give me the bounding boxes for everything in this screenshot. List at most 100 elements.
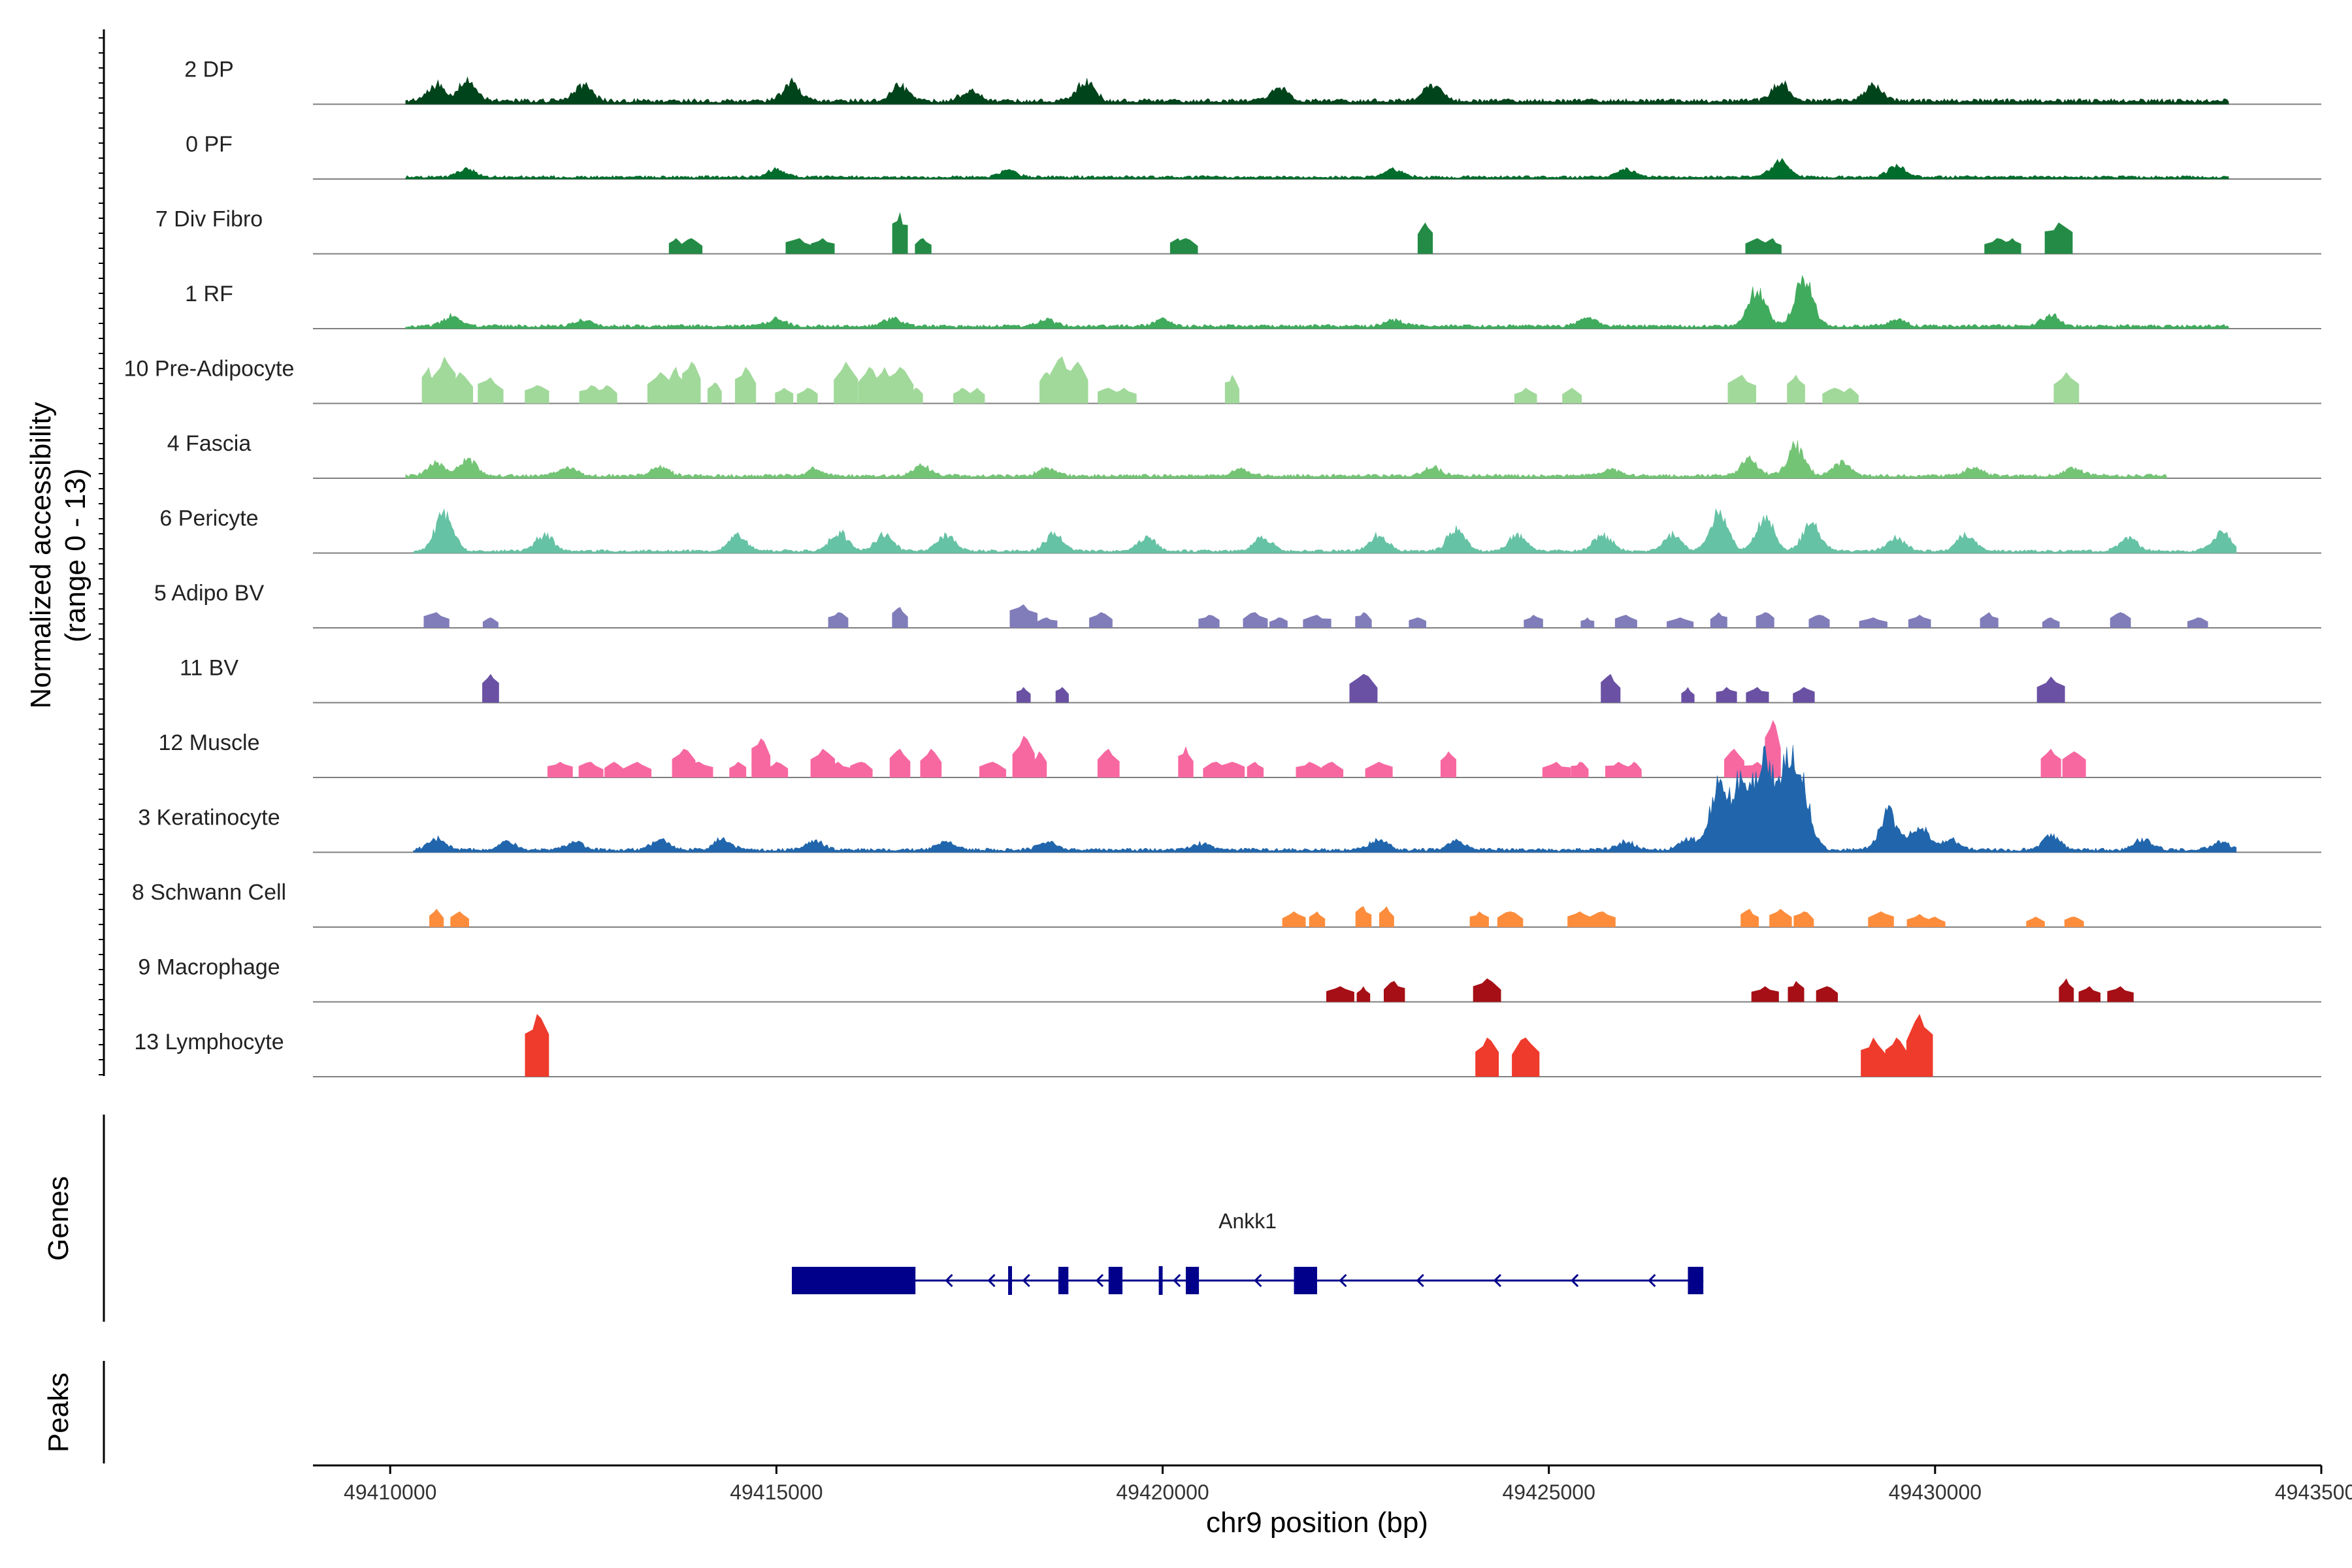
gene-strand-arrow — [1571, 1273, 1579, 1288]
coverage-peak — [1282, 911, 1306, 927]
coverage-peak — [1716, 687, 1737, 703]
coverage-peak — [1614, 615, 1637, 628]
x-tick-label: 49430000 — [1889, 1480, 1982, 1504]
coverage-peak — [1562, 387, 1582, 404]
coverage-peak — [1667, 617, 1694, 628]
coverage-peak — [764, 762, 789, 777]
coverage-peak — [668, 367, 684, 404]
coverage-peak — [1349, 674, 1378, 703]
coverage-peak — [2107, 986, 2134, 1002]
coverage-peak — [1751, 986, 1779, 1002]
coverage-peak — [1764, 238, 1782, 254]
coverage-peak — [1178, 746, 1194, 777]
coverage-peak — [1625, 762, 1642, 777]
coverage-peak — [1769, 909, 1792, 927]
coverage-peak — [1089, 612, 1113, 628]
coverage-peak — [2026, 917, 2045, 927]
track-label: 11 BV — [180, 656, 238, 681]
coverage-peak — [1567, 911, 1592, 927]
coverage-peak — [2003, 238, 2021, 254]
coverage-peak — [811, 238, 835, 254]
track-label: 8 Schwann Cell — [132, 880, 286, 905]
gene-strand-arrow — [1648, 1273, 1656, 1288]
coverage-peak — [1710, 612, 1727, 628]
coverage-peak — [1365, 762, 1393, 777]
coverage-peak — [1309, 911, 1326, 927]
coverage-peak — [1980, 612, 1999, 628]
track-label: 1 RF — [185, 282, 233, 306]
track-label: 2 DP — [184, 57, 234, 82]
coverage-peak — [979, 762, 1006, 777]
coverage-peak — [1473, 978, 1501, 1002]
gene-exon — [1158, 1266, 1163, 1295]
coverage-peak — [682, 361, 701, 404]
coverage-peak — [735, 367, 757, 404]
coverage-peak — [907, 387, 923, 404]
coverage-peak — [1861, 1037, 1886, 1077]
coverage-peak — [2059, 978, 2074, 1002]
coverage-peak — [1417, 222, 1433, 254]
coverage-peak — [729, 762, 747, 777]
coverage-peak — [1885, 1037, 1908, 1077]
coverage-peak — [2064, 917, 2084, 927]
coverage-peak — [2040, 749, 2061, 777]
coverage-peak — [1247, 762, 1264, 777]
coverage-peak — [1724, 749, 1744, 777]
coverage-peak — [824, 762, 853, 777]
gene-exon — [1008, 1266, 1012, 1295]
coverage-peak — [785, 238, 814, 254]
coverage-peak — [2078, 986, 2100, 1002]
coverage-peak — [1067, 361, 1088, 404]
track-label: 9 Macrophage — [138, 955, 280, 980]
coverage-peak — [1524, 615, 1543, 628]
coverage-peak — [680, 238, 703, 254]
gene-strand-arrow — [987, 1273, 996, 1288]
coverage-peak — [1601, 674, 1621, 703]
gene-model-ankk1 — [792, 1266, 1704, 1295]
coverage-peak — [604, 762, 624, 777]
coverage-peak — [858, 367, 880, 404]
coverage-y-axis-ticks — [99, 37, 104, 1075]
coverage-peak — [1859, 617, 1887, 628]
coverage-peak — [2053, 372, 2080, 404]
coverage-peak — [1822, 387, 1847, 404]
coverage-peak — [1765, 720, 1781, 777]
coverage-peak — [1243, 612, 1268, 628]
track-5: 10 Pre-Adipocyte — [124, 356, 2321, 404]
coverage-peak — [834, 361, 858, 404]
x-tick-label: 49410000 — [344, 1480, 436, 1504]
coverage-peak — [482, 674, 499, 703]
coverage-peak — [953, 387, 971, 404]
coverage-peak — [482, 617, 498, 628]
coverage-peak — [1808, 615, 1830, 628]
coverage-peak — [1746, 687, 1769, 703]
coverage-peak — [1745, 238, 1770, 254]
coverage-peak — [1788, 981, 1805, 1002]
track-label: 6 Pericyte — [159, 506, 258, 531]
coverage-area — [413, 745, 2237, 853]
coverage-peak — [1497, 911, 1524, 927]
y-axis-title-line1: Normalized accessibility — [25, 402, 57, 708]
coverage-peak — [423, 612, 449, 628]
coverage-peak — [1326, 986, 1354, 1002]
coverage-peak — [1512, 1037, 1540, 1077]
coverage-peak — [889, 749, 911, 777]
coverage-peak — [1031, 751, 1047, 777]
coverage-peak — [547, 762, 573, 777]
track-label: 12 Muscle — [159, 730, 260, 755]
coverage-peak — [1303, 615, 1331, 628]
x-axis: 49410000 49415000 49420000 49425000 49430000… — [313, 1464, 2352, 1539]
track-label: 0 PF — [186, 132, 233, 157]
coverage-peak — [1055, 687, 1069, 703]
x-axis-title: chr9 position (bp) — [1206, 1507, 1428, 1539]
coverage-peak — [429, 909, 444, 927]
coverage-peak — [1475, 1037, 1499, 1077]
coverage-peak — [1036, 617, 1058, 628]
coverage-peak — [1355, 612, 1372, 628]
coverage-peak — [1384, 981, 1405, 1002]
coverage-peak — [1296, 762, 1323, 777]
coverage-peak — [1097, 749, 1120, 777]
coverage-peak — [1580, 617, 1595, 628]
coverage-y-axis: Normalized accessibility (range 0 - 13) — [25, 29, 105, 1076]
coverage-peak — [525, 1014, 549, 1077]
